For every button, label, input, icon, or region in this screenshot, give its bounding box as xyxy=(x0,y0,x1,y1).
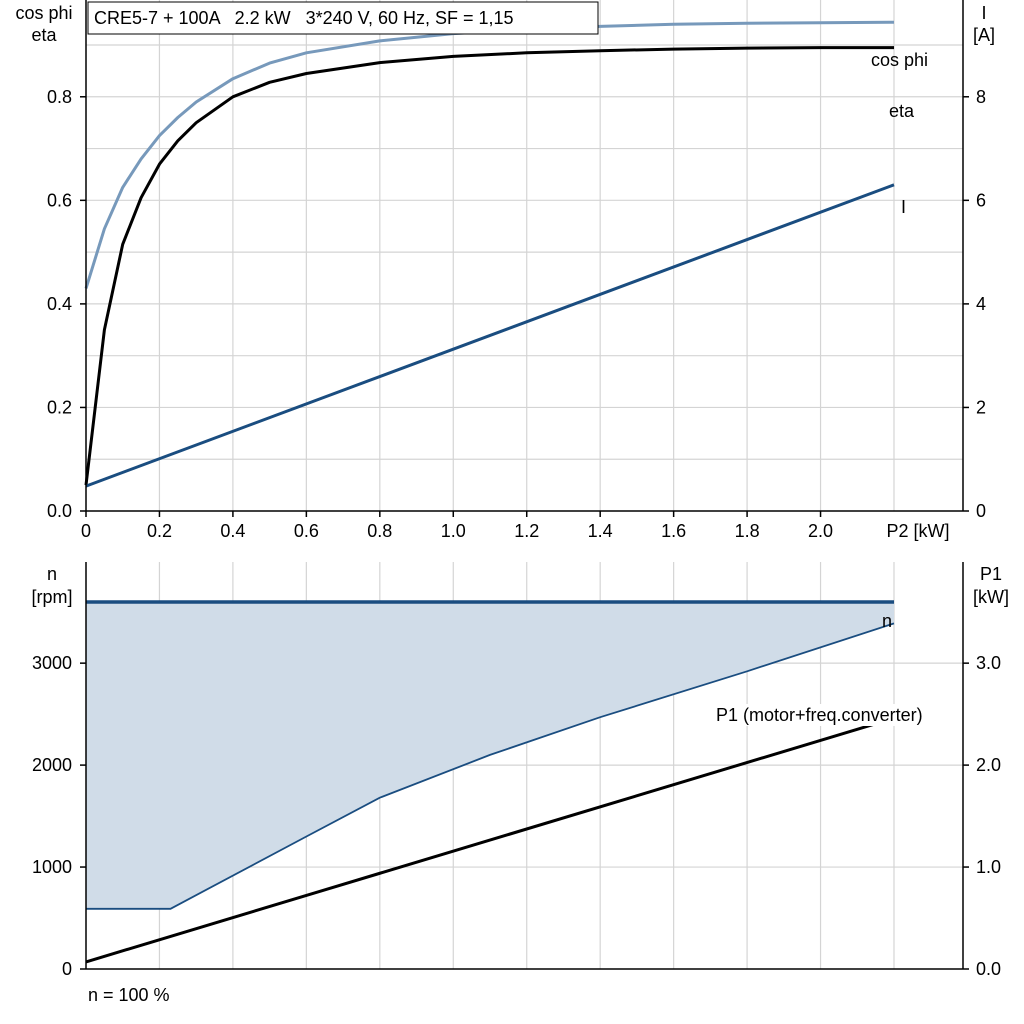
bottom-right-tick-label: 3.0 xyxy=(976,653,1001,673)
min-speed-line xyxy=(86,622,895,910)
speed-range-area xyxy=(86,602,894,909)
x-tick-label: 1.4 xyxy=(588,521,613,541)
bottom-right-tick-label: 0.0 xyxy=(976,959,1001,979)
chart-title-box xyxy=(87,1,599,35)
top-left-tick-label: 0.0 xyxy=(47,501,72,521)
series-label-n: n xyxy=(882,611,892,631)
p1-power-line xyxy=(85,716,895,964)
speed-power-panel: 0 1000 2000 3000 0.0 1.0 2.0 3.0 n [rpm] P1 [kW… xyxy=(31,562,1009,1005)
x-tick-label: 1.0 xyxy=(441,521,466,541)
x-tick-label: 0 xyxy=(81,521,91,541)
x-tick-label: 1.2 xyxy=(514,521,539,541)
series-line-eta xyxy=(84,46,894,486)
top-right-tick-label: 6 xyxy=(976,190,986,210)
top-right-tick-label: 0 xyxy=(976,501,986,521)
top-right-tick-label: 4 xyxy=(976,294,986,314)
top-right-axis-unit: [A] xyxy=(973,25,995,45)
bottom-left-tick-label: 1000 xyxy=(32,857,72,877)
series-label-p1-bg xyxy=(714,704,962,726)
series-label-cosphi: cos phi xyxy=(871,50,928,70)
x-tick-label: 1.8 xyxy=(735,521,760,541)
bottom-series-group xyxy=(85,600,895,964)
top-axes xyxy=(85,0,964,512)
top-left-tick-label: 0.8 xyxy=(47,87,72,107)
x-tick-label: 0.4 xyxy=(220,521,245,541)
x-tick-label: 0.8 xyxy=(367,521,392,541)
top-left-tick-label: 0.2 xyxy=(47,397,72,417)
top-left-axis-label-cosphi: cos phi xyxy=(15,3,72,23)
top-right-axis-label-i: I xyxy=(981,3,986,23)
series-line-I xyxy=(85,183,895,488)
bottom-right-tick-label: 1.0 xyxy=(976,857,1001,877)
bottom-left-tick-label: 2000 xyxy=(32,755,72,775)
top-tick-labels: 0 0.2 0.4 0.6 0.8 1.0 1.2 1.4 1.6 1.8 2.0 0.0 0.2 0.4… xyxy=(47,87,986,541)
series-label-eta: eta xyxy=(889,101,915,121)
top-right-tick-label: 2 xyxy=(976,397,986,417)
series-label-p1: P1 (motor+freq.converter) xyxy=(716,705,923,725)
top-right-tick-label: 8 xyxy=(976,87,986,107)
bottom-left-axis-unit: [rpm] xyxy=(31,587,72,607)
series-label-i: I xyxy=(901,197,906,217)
bottom-left-tick-label: 3000 xyxy=(32,653,72,673)
x-tick-label: 0.2 xyxy=(147,521,172,541)
x-tick-label: 2.0 xyxy=(808,521,833,541)
bottom-tick-labels: 0 1000 2000 3000 0.0 1.0 2.0 3.0 xyxy=(32,653,1001,979)
motor-efficiency-panel: 0 0.2 0.4 0.6 0.8 1.0 1.2 1.4 1.6 1.8 2.0 0.0 0.2 0.4… xyxy=(15,0,995,541)
series-line-cos-phi xyxy=(84,20,895,289)
bottom-right-axis-unit: [kW] xyxy=(973,587,1009,607)
bottom-right-tick-label: 2.0 xyxy=(976,755,1001,775)
bottom-left-axis-label-n: n xyxy=(47,564,57,584)
top-left-tick-label: 0.4 xyxy=(47,294,72,314)
bottom-right-axis-label-p1: P1 xyxy=(980,564,1002,584)
top-series-group xyxy=(84,20,895,488)
top-left-axis-label-eta: eta xyxy=(31,25,57,45)
top-grid xyxy=(86,0,963,511)
chart-title: CRE5-7 + 100A 2.2 kW 3*240 V, 60 Hz, SF … xyxy=(94,8,514,28)
x-axis-label: P2 [kW] xyxy=(886,521,949,541)
top-left-tick-label: 0.6 xyxy=(47,190,72,210)
x-tick-label: 0.6 xyxy=(294,521,319,541)
speed-footnote: n = 100 % xyxy=(88,985,170,1005)
bottom-left-tick-label: 0 xyxy=(62,959,72,979)
x-tick-label: 1.6 xyxy=(661,521,686,541)
